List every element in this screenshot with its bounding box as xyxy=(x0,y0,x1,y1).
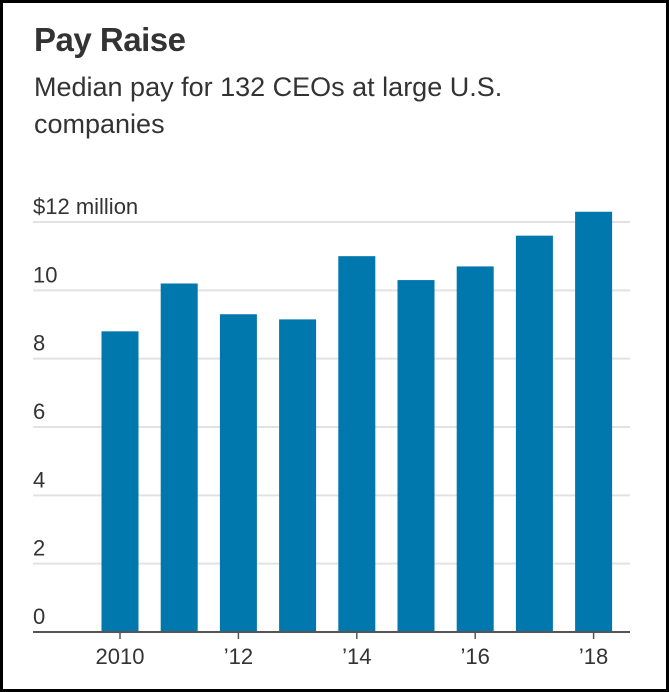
bars xyxy=(101,211,613,632)
y-tick-label: 8 xyxy=(33,331,45,356)
bar-2011 xyxy=(160,283,198,632)
x-tick-label: ’12 xyxy=(224,644,253,669)
y-tick-label: $12 million xyxy=(33,194,138,219)
x-tick-label: ’14 xyxy=(342,644,371,669)
bar-2016 xyxy=(456,266,494,632)
bar-2018 xyxy=(575,211,613,632)
bar-2013 xyxy=(279,319,317,632)
y-tick-label: 0 xyxy=(33,604,45,629)
y-tick-label: 4 xyxy=(33,467,45,492)
bar-2010 xyxy=(101,331,139,632)
bar-2012 xyxy=(219,314,257,632)
y-tick-label: 10 xyxy=(33,262,57,287)
x-tick-label: ’16 xyxy=(461,644,490,669)
chart-subtitle: Median pay for 132 CEOs at large U.S. co… xyxy=(34,72,503,139)
x-tick-label: ’18 xyxy=(579,644,608,669)
chart-title: Pay Raise xyxy=(34,21,186,58)
bar-chart: 0 2 4 6 8 10 $12 million 2010 ’12 ’14 ’16 ’18 xyxy=(33,194,630,669)
y-tick-label: 2 xyxy=(33,536,45,561)
bar-2015 xyxy=(397,280,435,632)
x-axis xyxy=(33,631,630,639)
tick-labels: 0 2 4 6 8 10 $12 million 2010 ’12 ’14 ’16 ’18 xyxy=(33,194,608,669)
x-tick-label: 2010 xyxy=(96,644,145,669)
bar-2014 xyxy=(338,256,376,632)
bar-2017 xyxy=(515,235,553,632)
y-tick-label: 6 xyxy=(33,399,45,424)
